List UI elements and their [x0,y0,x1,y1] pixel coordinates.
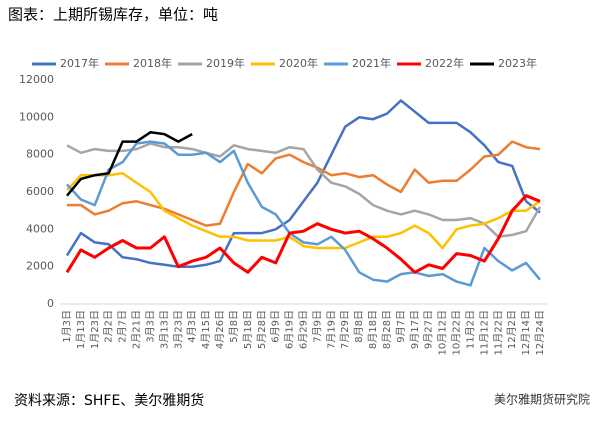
x-tick-label: 12月14日 [520,310,532,355]
x-tick-label: 5月8日 [228,310,240,343]
x-tick-label: 6月19日 [284,310,296,349]
x-tick-label: 8月8日 [353,310,365,343]
x-tick-label: 5月18日 [242,310,254,349]
x-tick-label: 2月2日 [103,310,115,343]
x-tick-label: 7月19日 [325,310,337,349]
x-tick-label: 8月28日 [381,310,393,349]
x-tick-label: 9月17日 [409,310,421,349]
series-line [66,131,193,197]
y-tick-label: 10000 [19,110,54,123]
x-tick-label: 7月29日 [339,310,351,349]
x-tick-label: 5月28日 [256,310,268,349]
x-tick-label: 1月13日 [75,310,87,349]
series-line [65,99,541,268]
y-tick-label: 12000 [19,73,54,86]
legend-label: 2019年 [206,56,245,70]
x-tick-label: 4月26日 [214,310,226,349]
x-tick-label: 3月13日 [158,310,170,349]
x-tick-label: 12月24日 [534,310,546,355]
x-tick-label: 7月9日 [311,310,323,343]
y-tick-label: 6000 [26,185,54,198]
series-line [67,140,541,227]
legend-label: 2022年 [425,56,464,70]
x-tick-label: 11月22日 [492,310,504,355]
y-tick-label: 2000 [26,260,54,273]
series-line [66,172,541,250]
y-tick-label: 8000 [26,148,54,161]
x-tick-label: 4月15日 [200,310,212,349]
x-tick-label: 10月22日 [451,310,463,355]
x-tick-label: 3月3日 [144,310,156,343]
legend-label: 2018年 [133,56,172,70]
legend-label: 2023年 [498,56,537,70]
legend-label: 2020年 [279,56,318,70]
series-line [66,140,541,287]
series-line [65,194,541,274]
legend-label: 2021年 [352,56,391,70]
source-note: 资料来源：SHFE、美尔雅期货 [14,392,204,409]
x-tick-label: 1月3日 [61,310,73,343]
x-tick-label: 11月2日 [464,310,476,349]
y-tick-label: 4000 [26,222,54,235]
y-tick-label: 0 [47,297,54,310]
x-tick-label: 12月2日 [506,310,518,349]
x-tick-label: 2月21日 [131,310,143,349]
x-tick-label: 4月3日 [186,310,198,343]
x-tick-label: 8月18日 [367,310,379,349]
legend-label: 2017年 [60,56,99,70]
x-tick-label: 9月27日 [423,310,435,349]
x-tick-label: 3月23日 [172,310,184,349]
x-tick-label: 6月9日 [270,310,282,343]
watermark: 美尔雅期货研究院 [494,392,590,407]
series-line [66,142,542,239]
x-tick-label: 2月7日 [117,310,129,343]
x-tick-label: 9月7日 [395,310,407,343]
x-tick-label: 6月29日 [298,310,310,349]
x-tick-label: 1月23日 [89,310,101,349]
chart-title: 图表：上期所锡库存，单位：吨 [8,6,218,24]
x-tick-label: 10月12日 [437,310,449,355]
x-tick-label: 11月12日 [478,310,490,355]
